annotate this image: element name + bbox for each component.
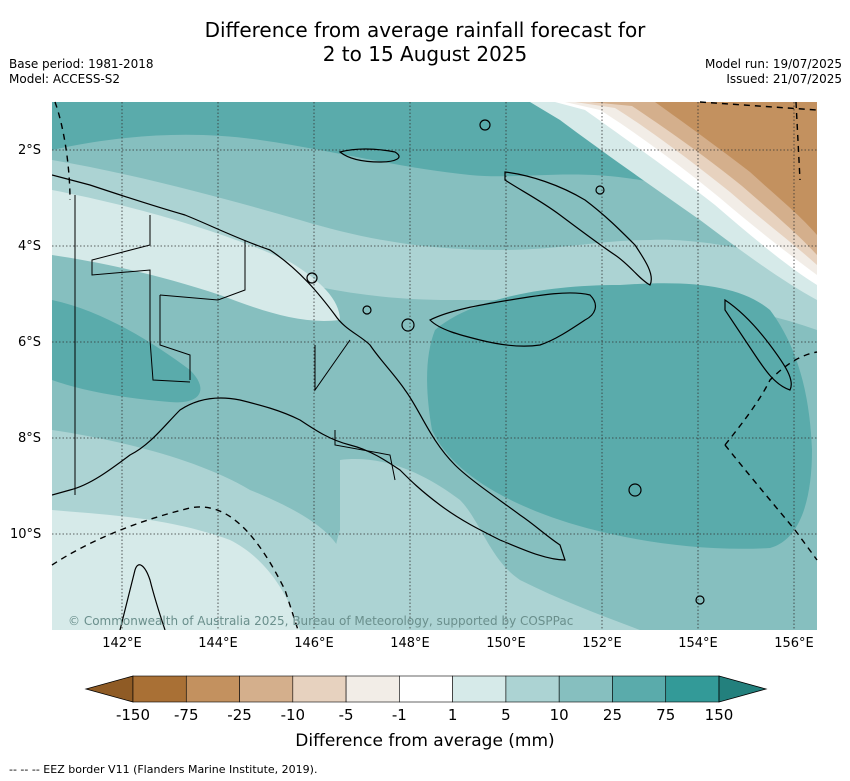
colorbar-segment (292, 675, 347, 703)
model-run: Model run: 19/07/2025 (704, 57, 842, 71)
colorbar-segment (399, 675, 453, 703)
south-light (332, 459, 640, 630)
lat-label-6s: 6°S (18, 335, 42, 350)
meta-left: Base period: 1981-2018 Model: ACCESS-S2 (9, 57, 154, 87)
map-fill (52, 102, 817, 630)
graticule (52, 102, 817, 630)
east-blob (427, 283, 812, 549)
colorbar-segment (452, 675, 507, 703)
lon-label-150e: 150°E (486, 636, 526, 651)
title-line-1: Difference from average rainfall forecas… (204, 18, 646, 42)
eez-legend-footnote: -- -- -- EEZ border V11 (Flanders Marine… (9, 763, 318, 776)
base-period: Base period: 1981-2018 (9, 57, 154, 71)
colorbar-segment (558, 675, 613, 703)
lat-label-2s: 2°S (18, 143, 42, 158)
title-line-2: 2 to 15 August 2025 (322, 42, 528, 66)
model-name: Model: ACCESS-S2 (9, 72, 121, 86)
colorbar-tick-label: 5 (501, 706, 511, 724)
colorbar-title: Difference from average (mm) (295, 731, 555, 751)
eez-border (51, 101, 818, 631)
colorbar-segment (132, 675, 187, 703)
west-blob (52, 300, 201, 403)
lon-label-144e: 144°E (198, 636, 238, 651)
band-lightest (52, 190, 340, 321)
borders (74, 195, 396, 495)
colorbar-tick-label: -150 (115, 706, 151, 724)
lon-label-156e: 156°E (774, 636, 814, 651)
colorbar-tick-label: 150 (704, 706, 734, 724)
sw-lightest (52, 510, 300, 630)
colorbar-segment (185, 675, 240, 703)
colorbar-tick-label: -1 (391, 706, 407, 724)
colorbar-tick-label: -75 (174, 706, 199, 724)
coastline (52, 119, 792, 630)
ne-dry4 (620, 102, 817, 235)
lon-label-152e: 152°E (582, 636, 622, 651)
lat-label-10s: 10°S (10, 527, 42, 542)
colorbar-tick-label: -10 (280, 706, 306, 724)
colorbar-under-arrow (84, 675, 134, 703)
colorbar-segment (665, 675, 720, 703)
colorbar-tick-label: 75 (656, 706, 676, 724)
colorbar-segment (345, 675, 400, 703)
colorbar-segment (505, 675, 560, 703)
lon-label-146e: 146°E (294, 636, 334, 651)
lon-label-142e: 142°E (102, 636, 142, 651)
issued-date: Issued: 21/07/2025 (726, 72, 842, 86)
colorbar-tick-label: 25 (602, 706, 622, 724)
colorbar-tick-label: -5 (338, 706, 354, 724)
lon-label-148e: 148°E (390, 636, 430, 651)
lat-label-8s: 8°S (18, 431, 42, 446)
colorbar-segment (612, 675, 667, 703)
lon-label-154e: 154°E (678, 636, 718, 651)
lat-label-4s: 4°S (18, 239, 42, 254)
colorbar-tick-label: 1 (447, 706, 458, 724)
colorbar-tick-label: 10 (549, 706, 569, 724)
colorbar-tick-label: -25 (227, 706, 252, 724)
colorbar-over-arrow (718, 675, 768, 703)
map-title: Difference from average rainfall forecas… (0, 18, 850, 66)
colorbar-segment (239, 675, 294, 703)
copyright-notice: © Commonwealth of Australia 2025, Bureau… (68, 614, 574, 628)
meta-right: Model run: 19/07/2025 Issued: 21/07/2025 (705, 57, 842, 87)
